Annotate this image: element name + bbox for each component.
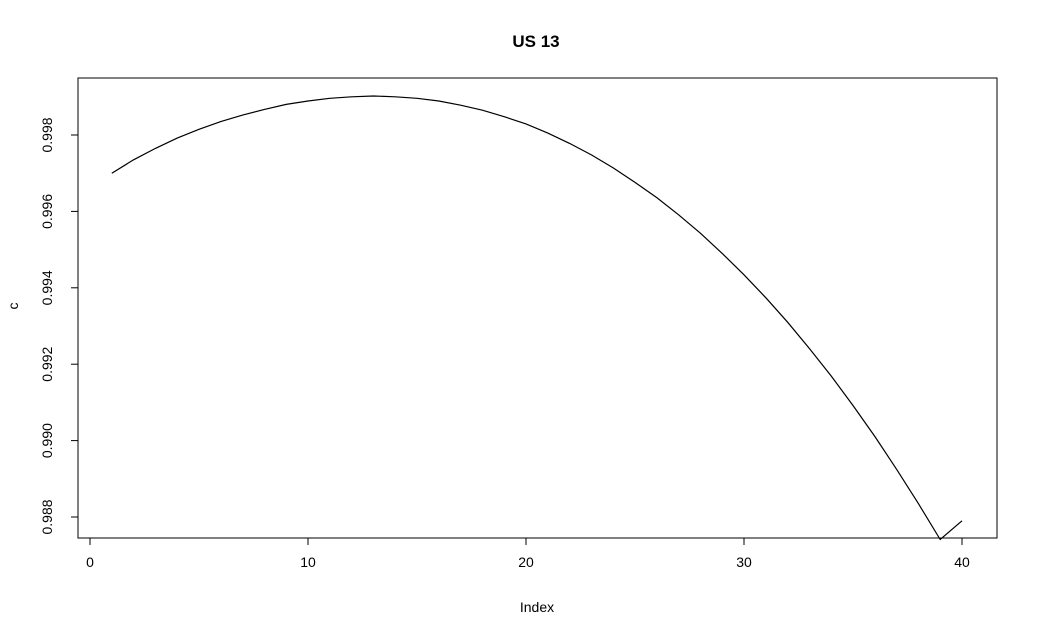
- x-axis: 0 10 20 30 40: [86, 537, 970, 570]
- x-tick-label: 10: [300, 554, 316, 570]
- x-tick-label: 20: [518, 554, 534, 570]
- y-tick-label: 0.988: [39, 499, 55, 534]
- y-tick-label: 0.994: [39, 270, 55, 305]
- x-tick-label: 40: [954, 554, 970, 570]
- y-axis-label: c: [5, 303, 21, 310]
- x-tick-label: 0: [86, 554, 94, 570]
- series-line: [111, 95, 963, 541]
- x-tick-label: 30: [736, 554, 752, 570]
- plot-frame: [77, 77, 998, 539]
- y-tick-label: 0.996: [39, 194, 55, 229]
- chart-title: US 13: [512, 32, 559, 51]
- y-axis: 0.988 0.990 0.992 0.994 0.996 0.998: [39, 117, 79, 535]
- y-tick-label: 0.998: [39, 117, 55, 152]
- series-group: [111, 95, 963, 541]
- y-tick-label: 0.990: [39, 423, 55, 458]
- x-axis-label: Index: [520, 599, 554, 615]
- y-tick-label: 0.992: [39, 346, 55, 381]
